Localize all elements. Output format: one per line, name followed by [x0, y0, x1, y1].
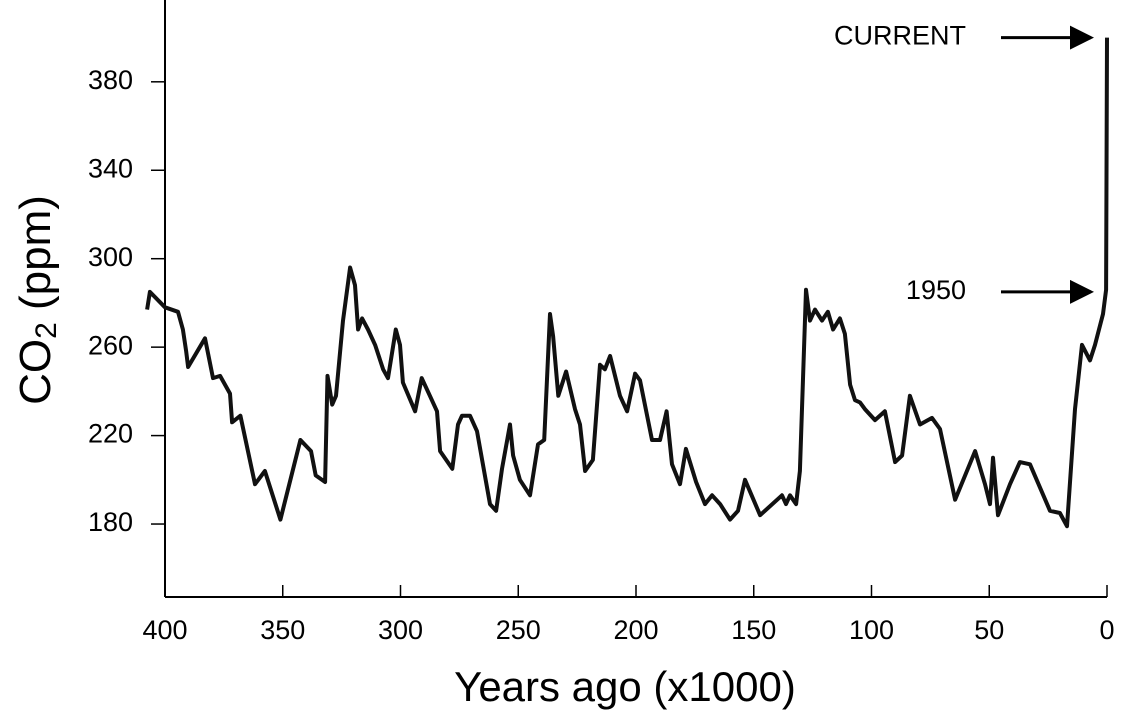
x-tick-label: 100 — [849, 615, 894, 645]
x-tick-label: 50 — [974, 615, 1004, 645]
y-axis-label: CO2 (ppm) — [11, 195, 63, 405]
y-tick-label: 340 — [88, 153, 133, 183]
y-label-part: (ppm) — [11, 195, 60, 322]
y-tick-label: 300 — [88, 242, 133, 272]
x-tick-label: 250 — [496, 615, 541, 645]
y-tick-label: 220 — [88, 419, 133, 449]
x-tick-label: 400 — [142, 615, 187, 645]
x-tick-label: 150 — [731, 615, 776, 645]
x-tick-label: 300 — [378, 615, 423, 645]
co2-line — [145, 37, 1109, 529]
x-axis-label: Years ago (x1000) — [454, 663, 796, 710]
y-label-part: CO — [11, 339, 60, 405]
annotation: CURRENT — [834, 21, 966, 51]
y-label-subscript: 2 — [30, 322, 63, 339]
y-tick-label: 260 — [88, 330, 133, 360]
x-tick-label: 200 — [613, 615, 658, 645]
x-tick-label: 350 — [260, 615, 305, 645]
y-tick-label: 380 — [88, 65, 133, 95]
y-tick-label: 180 — [88, 507, 133, 537]
x-tick-label: 0 — [1099, 615, 1114, 645]
annotation: 1950 — [906, 275, 966, 305]
